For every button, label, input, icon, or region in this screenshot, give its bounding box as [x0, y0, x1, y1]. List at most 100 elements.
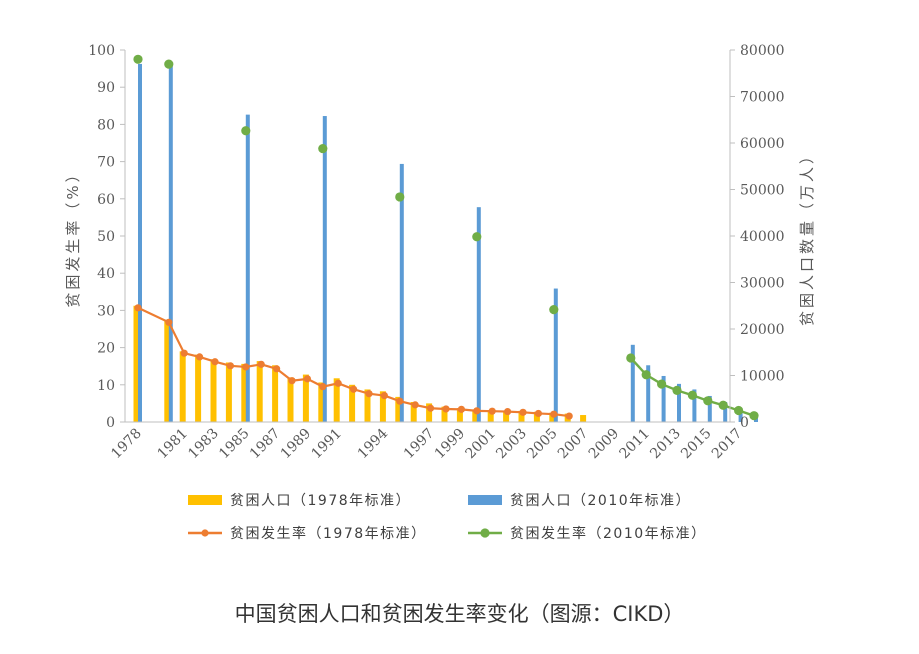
- point-rate-1978: [196, 353, 204, 361]
- poverty-chart: 0 10 20 30 40 50 60 70 80 90 100 0 10000 20000 30000 40…: [64, 43, 816, 542]
- bar-pop-1978: [472, 409, 479, 422]
- bar-pop-1978: [256, 361, 263, 422]
- bar-pop-1978: [333, 378, 340, 422]
- x-tick-label: 2009: [586, 426, 623, 463]
- legend-label: 贫困发生率（2010年标准）: [510, 525, 707, 542]
- bar-pop-2010: [677, 383, 681, 422]
- point-rate-1978: [473, 407, 481, 415]
- bar-pop-1978: [580, 415, 587, 422]
- point-rate-2010: [164, 59, 174, 69]
- y-left-tick-label: 10: [97, 378, 115, 394]
- bar-pop-1978: [364, 389, 371, 422]
- y-right-axis-title: 贫困人口数量（万人）: [798, 146, 816, 326]
- bar-pop-1978: [241, 363, 248, 422]
- bar-pop-1978: [195, 354, 202, 422]
- y-left-tick-label: 80: [97, 117, 115, 133]
- legend-swatch-bar: [468, 495, 502, 505]
- bar-pop-1978: [410, 402, 417, 422]
- y-right-tick-label: 30000: [740, 276, 785, 292]
- bar-pop-2010: [553, 288, 558, 422]
- point-rate-2010: [241, 126, 251, 136]
- bar-pop-2010: [138, 63, 142, 422]
- point-rate-1978: [334, 379, 342, 387]
- x-tick-label: 1997: [401, 426, 438, 463]
- figure-caption: 中国贫困人口和贫困发生率变化（图源：CIKD）: [234, 602, 685, 626]
- legend-swatch-marker: [201, 529, 209, 537]
- point-rate-1978: [257, 360, 265, 368]
- x-tick-label: 1999: [432, 426, 469, 463]
- bar-pop-2010: [738, 408, 743, 422]
- bar-pop-1978: [179, 351, 186, 422]
- point-rate-2010: [672, 385, 682, 395]
- point-rate-1978: [165, 318, 173, 326]
- point-rate-1978: [442, 405, 450, 413]
- bar-pop-1978: [225, 362, 232, 422]
- bar-pop-1978: [533, 411, 540, 422]
- y-left-tick-label: 70: [97, 155, 115, 171]
- point-rate-1978: [365, 390, 373, 398]
- point-rate-2010: [734, 405, 744, 416]
- point-rate-2010: [133, 54, 143, 64]
- bar-pop-2010: [661, 375, 666, 422]
- bar-pop-1978: [272, 365, 279, 422]
- bar-pop-2010: [630, 344, 635, 422]
- point-rate-1978: [396, 397, 404, 405]
- y-left-tick-label: 40: [97, 266, 115, 282]
- y-left-tick-label: 60: [97, 192, 115, 208]
- y-left-tick-label: 90: [97, 80, 115, 96]
- legend: 贫困人口（1978年标准） 贫困人口（2010年标准） 贫困发生率（1978年标准）…: [188, 493, 707, 542]
- legend-swatch-marker: [480, 528, 490, 538]
- point-rate-1978: [411, 401, 419, 409]
- y-right-tick-label: 60000: [740, 136, 785, 152]
- bar-pop-1978: [318, 382, 325, 422]
- bar-pop-1978: [503, 410, 510, 422]
- x-tick-label: 2003: [493, 426, 530, 463]
- point-rate-1978: [288, 377, 296, 385]
- y-right-tick-label: 40000: [740, 229, 785, 245]
- bar-pop-1978: [164, 319, 171, 422]
- point-rate-1978: [273, 365, 281, 373]
- bar-pop-2010: [399, 163, 404, 423]
- point-rate-1978: [211, 358, 219, 366]
- point-rate-2010: [703, 396, 713, 406]
- y-left-tick-label: 30: [97, 303, 115, 319]
- point-rate-1978: [519, 408, 527, 416]
- y-right-tick-label: 10000: [740, 369, 785, 385]
- point-rate-2010: [549, 305, 559, 315]
- point-rate-2010: [749, 411, 759, 421]
- x-tick-label: 1987: [247, 426, 284, 463]
- bar-pop-2010: [723, 402, 728, 422]
- bar-pop-1978: [518, 410, 525, 422]
- bar-pop-1978: [133, 305, 140, 422]
- bar-pop-2010: [707, 395, 712, 422]
- y-right-tick-label: 80000: [740, 43, 785, 59]
- y-right-tick-label: 50000: [740, 183, 785, 199]
- x-tick-label: 1983: [185, 426, 222, 463]
- point-rate-1978: [226, 362, 234, 370]
- point-rate-1978: [565, 412, 573, 420]
- y-left-axis-title: 贫困发生率（%）: [64, 164, 82, 307]
- bar-pop-1978: [456, 408, 463, 422]
- x-tick-label: 1989: [278, 426, 315, 463]
- bar-pop-1978: [426, 403, 433, 422]
- bar-pop-1978: [395, 396, 402, 422]
- point-rate-2010: [641, 370, 651, 380]
- legend-label: 贫困发生率（1978年标准）: [230, 525, 427, 542]
- point-rate-1978: [380, 391, 388, 400]
- point-rate-2010: [718, 400, 728, 410]
- x-tick-label: 2013: [647, 426, 684, 463]
- point-rate-1978: [488, 407, 496, 415]
- y-right-tick-label: 70000: [740, 90, 785, 106]
- point-rate-1978: [180, 349, 188, 357]
- bar-pop-2010: [692, 389, 697, 422]
- point-rate-1978: [303, 375, 311, 383]
- bar-pop-2010: [476, 207, 481, 422]
- x-tick-label: 1985: [216, 426, 253, 463]
- bar-pop-1978: [441, 406, 448, 422]
- point-rate-2010: [318, 143, 328, 154]
- point-rate-1978: [319, 383, 327, 391]
- x-tick-label: 2011: [617, 426, 654, 463]
- point-rate-1978: [350, 385, 358, 393]
- legend-label: 贫困人口（2010年标准）: [510, 493, 691, 509]
- bar-pop-2010: [322, 116, 327, 422]
